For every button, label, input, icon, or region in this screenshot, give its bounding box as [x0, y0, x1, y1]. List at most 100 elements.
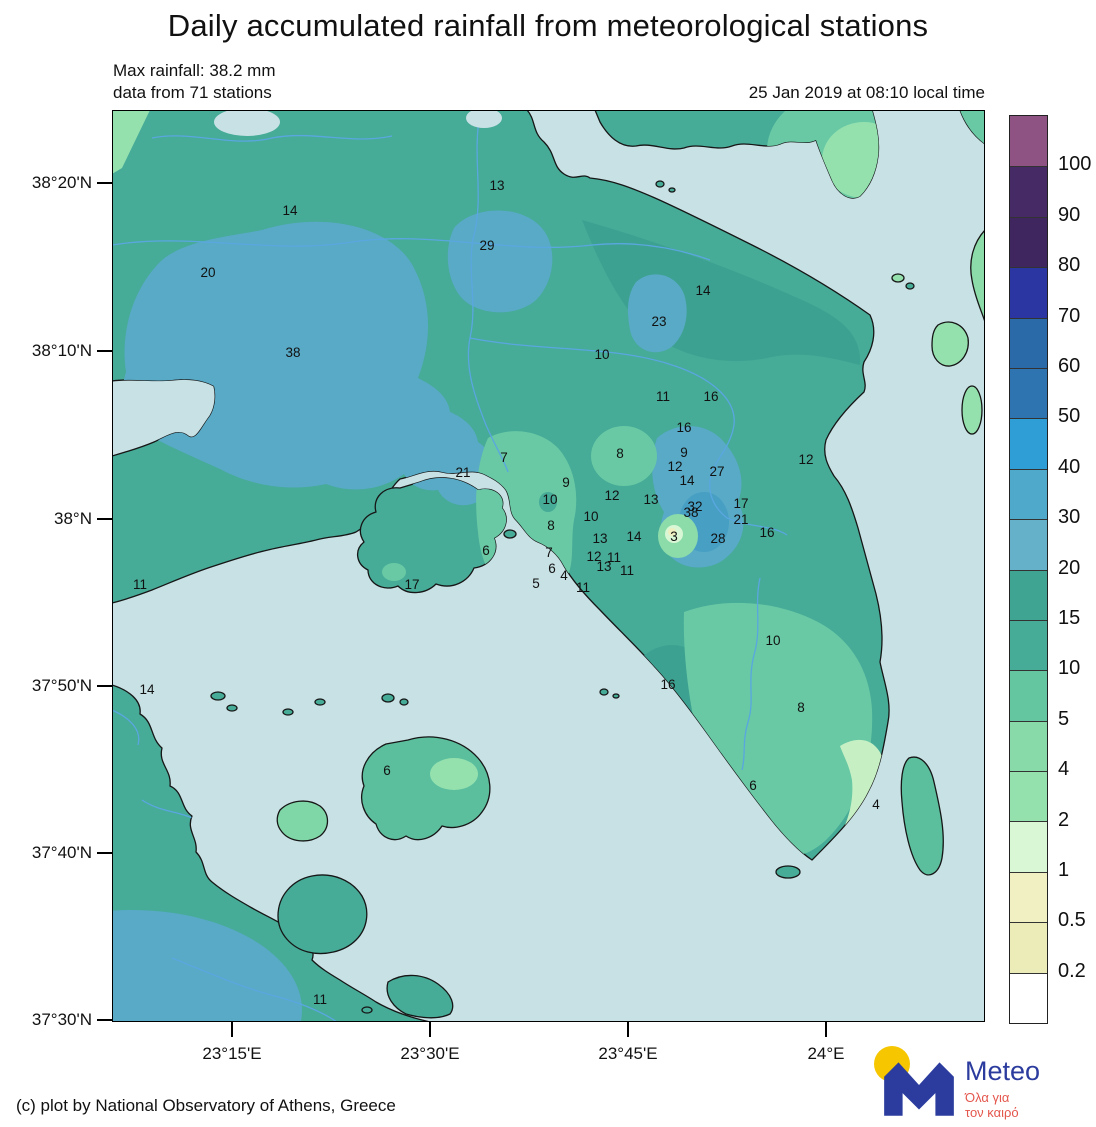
station-value: 17 — [404, 577, 419, 592]
logo-tagline-line2: τον καιρό — [965, 1105, 1019, 1120]
saronic-islet-5 — [381, 693, 395, 703]
colorbar-cell — [1010, 821, 1047, 872]
station-value: 21 — [733, 512, 748, 527]
lat-tick-label: 38°10'N — [31, 341, 92, 360]
lat-tick-mark — [97, 182, 112, 184]
station-value: 6 — [482, 543, 490, 558]
colorbar-cell — [1010, 720, 1047, 772]
station-value: 6 — [749, 778, 757, 793]
logo-tagline: Όλα για τον καιρό — [965, 1090, 1019, 1120]
logo-tagline-line1: Όλα για — [965, 1090, 1010, 1105]
colorbar-boundary-label: 70 — [1058, 304, 1081, 327]
lat-tick-label: 38°N — [54, 509, 92, 528]
colorbar-boundary-label: 40 — [1058, 455, 1081, 478]
station-value: 14 — [679, 473, 695, 488]
colorbar-boundary-label: 60 — [1058, 355, 1081, 377]
lake-1 — [214, 110, 280, 136]
contour-20-30-north-blob — [447, 210, 553, 313]
petalioi-island — [931, 321, 969, 367]
colorbar-cell — [1010, 972, 1047, 1024]
copyright-text: (c) plot by National Observatory of Athe… — [16, 1096, 396, 1115]
gulf-islet-2 — [668, 187, 676, 193]
colorbar-cell — [1010, 670, 1047, 721]
lon-tick-mark — [429, 1022, 431, 1037]
colorbar — [1009, 115, 1048, 1025]
station-value: 9 — [680, 445, 688, 460]
colorbar-boundary-label: 4 — [1058, 758, 1070, 781]
colorbar-cell — [1010, 166, 1047, 217]
meteo-m-icon — [884, 1062, 954, 1116]
station-value: 14 — [626, 529, 642, 544]
contour-salamina-spot — [382, 563, 406, 581]
logo-brand-text: Meteo — [965, 1056, 1041, 1086]
station-value: 13 — [596, 559, 611, 574]
lat-tick-label: 37°30'N — [31, 1010, 92, 1029]
right-edge-coast — [970, 229, 985, 323]
colorbar-cell — [1010, 367, 1047, 419]
saronic-islet-3 — [282, 708, 294, 716]
poros-island — [386, 974, 454, 1019]
colorbar-boundary-label: 90 — [1058, 203, 1081, 226]
colorbar-boundary-label: 20 — [1058, 556, 1081, 579]
colorbar-cell — [1010, 116, 1047, 167]
methana-peninsula — [277, 874, 368, 955]
lat-tick-label: 37°50'N — [31, 676, 92, 695]
colorbar-boundary-label: 15 — [1058, 607, 1081, 629]
contour-5-10-patch — [591, 426, 657, 486]
station-value: 23 — [651, 314, 666, 329]
station-value: 11 — [656, 389, 670, 404]
colorbar-cell — [1010, 619, 1047, 671]
colorbar-cell — [1010, 468, 1047, 520]
lake-2 — [466, 110, 502, 128]
station-value: 38 — [683, 505, 698, 520]
station-value: 16 — [676, 420, 691, 435]
station-value: 12 — [586, 549, 601, 564]
lat-tick-mark — [97, 685, 112, 687]
station-value: 11 — [607, 550, 621, 565]
station-value: 17 — [733, 496, 748, 511]
colorbar-cell — [1010, 569, 1047, 620]
colorbar-boundary-label: 10 — [1058, 657, 1081, 680]
lon-tick-mark — [627, 1022, 629, 1037]
colorbar-cell — [1010, 871, 1047, 923]
colorbar-boundary-label: 100 — [1058, 153, 1092, 176]
station-value: 11 — [313, 992, 327, 1007]
station-value: 28 — [710, 531, 725, 546]
colorbar-boundary-label: 30 — [1058, 506, 1081, 529]
contour-05-1-spot — [668, 528, 676, 536]
colorbar-boundary-label: 50 — [1058, 405, 1081, 428]
colorbar-cell — [1010, 216, 1047, 268]
station-value: 10 — [765, 633, 780, 648]
contour-green-topleft-wedge — [112, 110, 150, 174]
saronic-islet-1 — [210, 691, 226, 701]
makronisos-island — [900, 756, 944, 876]
station-value: 29 — [479, 238, 494, 253]
saronic-islet-4 — [314, 698, 326, 706]
colorbar-boundary-label: 5 — [1058, 707, 1070, 730]
station-value: 3 — [670, 529, 678, 544]
station-value: 8 — [547, 518, 555, 533]
colorbar-cell — [1010, 519, 1047, 570]
lat-tick-mark — [97, 350, 112, 352]
station-value: 12 — [667, 459, 682, 474]
meteo-logo: Meteo Όλα για τον καιρό — [868, 1038, 1078, 1124]
poros-islet — [361, 1006, 373, 1014]
station-value: 5 — [532, 576, 540, 591]
station-value: 8 — [797, 700, 805, 715]
rainfall-map: 14 13 20 29 38 14 23 10 11 16 16 8 9 12 14 27 12 7 21 9 10 12… — [112, 110, 985, 1022]
southeast-islet — [961, 385, 983, 435]
lon-tick-label: 24°E — [807, 1044, 845, 1063]
colorbar-boundary-label: 2 — [1058, 808, 1070, 831]
station-value: 14 — [695, 283, 711, 298]
colorbar-boundary-label: 80 — [1058, 254, 1081, 277]
station-value: 13 — [489, 178, 504, 193]
station-value: 10 — [542, 492, 557, 507]
colorbar-boundary-label: 0.2 — [1058, 959, 1086, 982]
station-value: 11 — [620, 563, 634, 578]
station-value: 21 — [455, 465, 470, 480]
colorbar-boundary-label: 1 — [1058, 859, 1070, 881]
station-value: 14 — [282, 203, 298, 218]
station-value: 10 — [594, 347, 609, 362]
station-value: 12 — [604, 488, 619, 503]
